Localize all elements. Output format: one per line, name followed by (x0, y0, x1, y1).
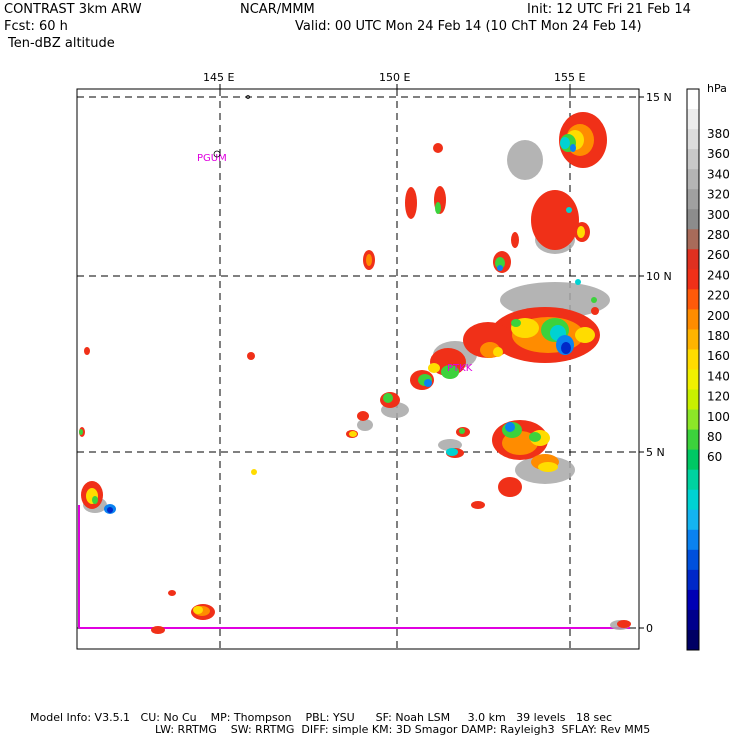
lon-label-145: 145 E (203, 71, 234, 84)
colorbar-swatch (687, 189, 699, 210)
colorbar-swatch (687, 149, 699, 170)
lon-label-150: 150 E (379, 71, 410, 84)
colorbar-swatch (687, 169, 699, 190)
island-outline (246, 95, 250, 99)
colorbar-label: 380 (707, 127, 730, 141)
colorbar-label: 140 (707, 369, 730, 383)
colorbar-label: 120 (707, 390, 730, 404)
field-name: Ten-dBZ altitude (8, 36, 115, 51)
colorbar-swatch (687, 249, 699, 270)
colorbar-label: 80 (707, 430, 722, 444)
colorbar-swatch (687, 389, 699, 411)
colorbar-label: 340 (707, 167, 730, 181)
colorbar-swatch (687, 529, 699, 551)
colorbar-label: 300 (707, 208, 730, 222)
init-time: Init: 12 UTC Fri 21 Feb 14 (527, 2, 691, 17)
colorbar-swatch (687, 109, 699, 130)
lat-label-10: 10 N (646, 270, 672, 283)
colorbar-label: 180 (707, 329, 730, 343)
colorbar (686, 88, 700, 651)
storm-cells-cyan (446, 137, 581, 456)
colorbar-label: 240 (707, 268, 730, 282)
storm-cells-dark-blue (107, 342, 571, 513)
axis-ticks (219, 84, 644, 629)
colorbar-swatch (687, 349, 699, 370)
colorbar-label: 200 (707, 309, 730, 323)
colorbar-swatch (687, 549, 699, 571)
colorbar-swatch (687, 269, 699, 290)
lat-label-15: 15 N (646, 91, 672, 104)
colorbar-label: 360 (707, 147, 730, 161)
colorbar-swatch (687, 309, 699, 330)
station-ptkk: PTKK (447, 363, 473, 374)
model-title: CONTRAST 3km ARW (4, 2, 142, 17)
colorbar-swatch (687, 289, 699, 310)
org-label: NCAR/MMM (240, 2, 315, 17)
colorbar-label: 260 (707, 248, 730, 262)
colorbar-swatch (687, 209, 699, 230)
colorbar-swatch (687, 449, 699, 471)
lat-label-5: 5 N (646, 446, 665, 459)
colorbar-swatch (687, 129, 699, 150)
colorbar-swatch (687, 469, 699, 491)
colorbar-swatch (687, 609, 699, 631)
colorbar-labels: 380 360 340 320 300 280 260 240 220 200 180 160 140 1… (707, 127, 730, 464)
lon-label-155: 155 E (554, 71, 585, 84)
colorbar-label: 60 (707, 450, 722, 464)
colorbar-swatch (687, 429, 699, 451)
colorbar-label: 220 (707, 289, 730, 303)
lat-label-0: 0 (646, 622, 653, 635)
colorbar-swatch (687, 489, 699, 511)
guam-outline (213, 150, 221, 158)
colorbar-swatch (687, 569, 699, 591)
map-frame (76, 88, 640, 650)
colorbar-swatch (687, 89, 699, 110)
colorbar-swatch (687, 409, 699, 431)
colorbar-label: 100 (707, 410, 730, 424)
colorbar-swatch (687, 589, 699, 611)
footer-physics-info: LW: RRTMG SW: RRTMG DIFF: simple KM: 3D … (155, 723, 651, 736)
colorbar-unit: hPa (707, 82, 727, 95)
colorbar-swatch (687, 229, 699, 250)
colorbar-label: 160 (707, 349, 730, 363)
valid-time: Valid: 00 UTC Mon 24 Feb 14 (10 ChT Mon … (295, 19, 642, 34)
colorbar-label: 280 (707, 228, 730, 242)
footer-model-info: Model Info: V3.5.1 CU: No Cu MP: Thompso… (30, 711, 613, 724)
colorbar-swatch (687, 629, 699, 651)
forecast-hour: Fcst: 60 h (4, 19, 68, 34)
colorbar-label: 320 (707, 188, 730, 202)
colorbar-swatch (687, 509, 699, 531)
domain-boundary (78, 505, 630, 629)
station-pgum: PGUM (197, 153, 227, 164)
colorbar-swatch (687, 369, 699, 391)
colorbar-frame (686, 88, 700, 651)
colorbar-swatch (687, 329, 699, 350)
